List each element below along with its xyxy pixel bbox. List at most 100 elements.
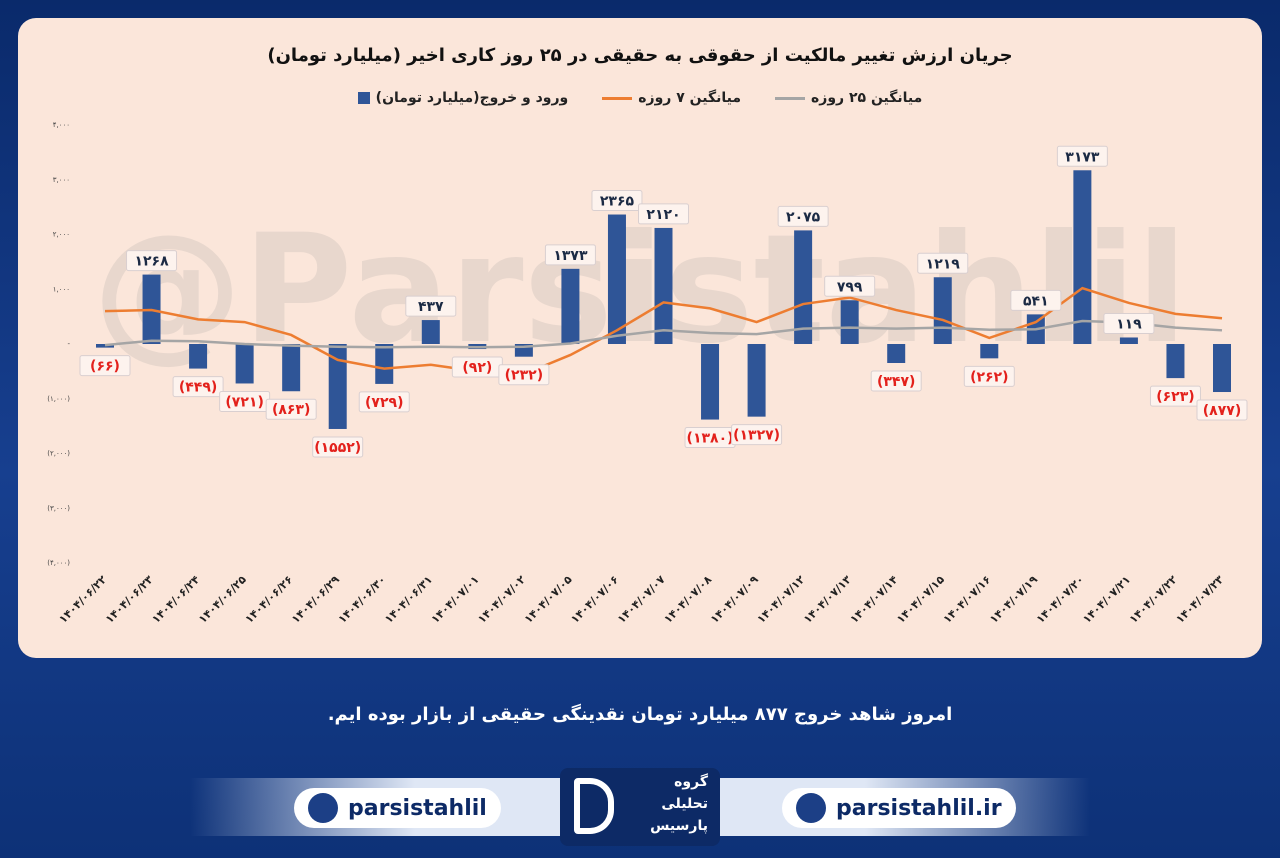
x-tick-label: ۱۴۰۴/۰۶/۳۰ <box>336 573 389 626</box>
data-label-box <box>172 376 224 398</box>
data-label-text: (۲۶۲) <box>970 369 1008 385</box>
bar <box>189 344 208 369</box>
data-label-box <box>1103 312 1155 334</box>
y-tick-label: - <box>67 340 70 348</box>
data-label-text: (۲۳۲) <box>505 368 543 384</box>
data-label: (۸۶۳) <box>265 398 317 420</box>
data-label-box <box>870 370 922 392</box>
data-label-text: ۳۱۷۳ <box>1065 149 1100 165</box>
telegram-handle: parsistahlil <box>348 795 487 821</box>
data-label-box <box>405 295 457 317</box>
bar <box>375 344 394 384</box>
data-label-text: (۱۵۵۲) <box>314 440 361 456</box>
data-label: (۶۶) <box>79 355 131 377</box>
logo-mark <box>574 778 614 834</box>
data-label: (۹۲) <box>451 356 503 378</box>
bar <box>1119 337 1138 344</box>
data-label-text: ۲۱۲۰ <box>646 207 680 223</box>
y-tick-label: ۴,۰۰۰ <box>53 121 70 129</box>
legend-swatch <box>357 92 370 104</box>
bar <box>561 268 580 344</box>
data-label-text: (۸۷۷) <box>1203 403 1241 419</box>
data-label-box <box>544 244 596 266</box>
data-label-box <box>312 436 364 458</box>
x-tick-label: ۱۴۰۴/۰۶/۳۱ <box>382 573 435 626</box>
x-tick-label: ۱۴۰۴/۰۷/۱۵ <box>894 573 947 626</box>
data-label-box <box>591 190 643 212</box>
data-label: ۷۹۹ <box>824 275 876 297</box>
legend-label: ورود و خروج(میلیارد تومان) <box>375 90 569 106</box>
data-label-box <box>917 252 969 274</box>
bar <box>654 227 673 344</box>
website-pill[interactable]: parsistahlil.ir <box>782 788 1016 828</box>
data-label: ۲۱۲۰ <box>638 203 689 225</box>
x-tick-label: ۱۴۰۴/۰۶/۲۳ <box>103 573 156 626</box>
bar <box>1073 170 1092 344</box>
data-label-text: ۷۹۹ <box>837 279 863 295</box>
legend-swatch <box>602 96 633 100</box>
x-tick-label: ۱۴۰۴/۰۷/۰۸ <box>661 573 714 626</box>
data-label-box <box>824 275 876 297</box>
data-label: ۱۱۹ <box>1103 312 1155 334</box>
legend: ورود و خروج(میلیارد تومان) میانگین ۷ روزه… <box>18 90 1262 106</box>
data-label: (۴۴۹) <box>172 376 224 398</box>
data-label: (۷۲۹) <box>358 391 410 413</box>
x-tick-label: ۱۴۰۴/۰۷/۲۰ <box>1034 573 1087 626</box>
data-label-text: (۳۴۷) <box>877 374 915 390</box>
x-tick-label: ۱۴۰۴/۰۷/۲۱ <box>1080 573 1133 626</box>
data-label-box <box>1056 145 1108 167</box>
legend-item: میانگین ۲۵ روزه <box>775 90 922 106</box>
bar <box>421 320 440 344</box>
data-label-box <box>638 203 689 225</box>
data-label: ۲۰۷۵ <box>777 205 829 227</box>
data-label-text: (۹۲) <box>462 360 492 376</box>
bar <box>1166 344 1185 379</box>
logo-text: تحلیلی <box>661 796 708 812</box>
x-tick-label: ۱۴۰۴/۰۷/۱۹ <box>987 573 1040 626</box>
data-label-box <box>963 365 1015 387</box>
logo-text: گروه <box>674 774 708 790</box>
data-label: (۲۶۲) <box>963 365 1015 387</box>
data-label-box <box>498 364 550 386</box>
x-tick-label: ۱۴۰۴/۰۷/۲۲ <box>1127 573 1180 626</box>
bar <box>701 344 720 420</box>
data-label: ۱۲۱۹ <box>917 252 969 274</box>
data-label-box <box>1196 399 1248 421</box>
data-label: (۱۳۲۷) <box>731 424 783 446</box>
legend-swatch <box>775 96 806 100</box>
data-label-box <box>731 424 783 446</box>
data-label-text: ۱۱۹ <box>1116 316 1142 332</box>
bar <box>840 300 859 344</box>
x-tick-label: ۱۴۰۴/۰۷/۰۵ <box>522 573 575 626</box>
telegram-pill[interactable]: parsistahlil <box>294 788 501 828</box>
x-tick-label: ۱۴۰۴/۰۷/۰۲ <box>475 573 528 626</box>
data-label-box <box>265 398 317 420</box>
x-tick-label: ۱۴۰۴/۰۶/۲۹ <box>289 573 342 626</box>
data-label-text: ۱۲۶۸ <box>134 254 169 270</box>
data-label-text: (۸۶۳) <box>272 402 310 418</box>
data-label-box <box>358 391 410 413</box>
line <box>104 319 1223 349</box>
y-tick-label: ۳,۰۰۰ <box>53 176 70 184</box>
data-label-text: (۶۲۳) <box>1156 389 1194 405</box>
website: parsistahlil.ir <box>836 795 1002 821</box>
data-label: (۱۳۸۰) <box>684 427 736 449</box>
data-label: ۴۳۷ <box>405 295 457 317</box>
bar <box>1213 344 1231 393</box>
y-tick-label: (۲,۰۰۰) <box>47 450 70 458</box>
x-tick-label: ۱۴۰۴/۰۷/۱۲ <box>755 573 808 626</box>
bar <box>794 230 813 344</box>
x-tick-label: ۱۴۰۴/۰۶/۲۴ <box>149 573 202 626</box>
x-tick-label: ۱۴۰۴/۰۷/۱۴ <box>848 573 901 626</box>
legend-item: میانگین ۷ روزه <box>602 90 741 106</box>
y-tick-label: (۴,۰۰۰) <box>47 559 70 567</box>
x-tick-label: ۱۴۰۴/۰۷/۰۱ <box>429 573 482 626</box>
data-label: (۲۳۲) <box>498 364 550 386</box>
data-label-text: (۱۳۲۷) <box>733 428 780 444</box>
legend-label: میانگین ۷ روزه <box>638 90 742 106</box>
legend-label: میانگین ۲۵ روزه <box>811 90 923 106</box>
legend-item: ورود و خروج(میلیارد تومان) <box>357 90 569 106</box>
x-tick-label: ۱۴۰۴/۰۷/۲۳ <box>1173 573 1226 626</box>
data-label: ۱۳۷۳ <box>544 244 596 266</box>
